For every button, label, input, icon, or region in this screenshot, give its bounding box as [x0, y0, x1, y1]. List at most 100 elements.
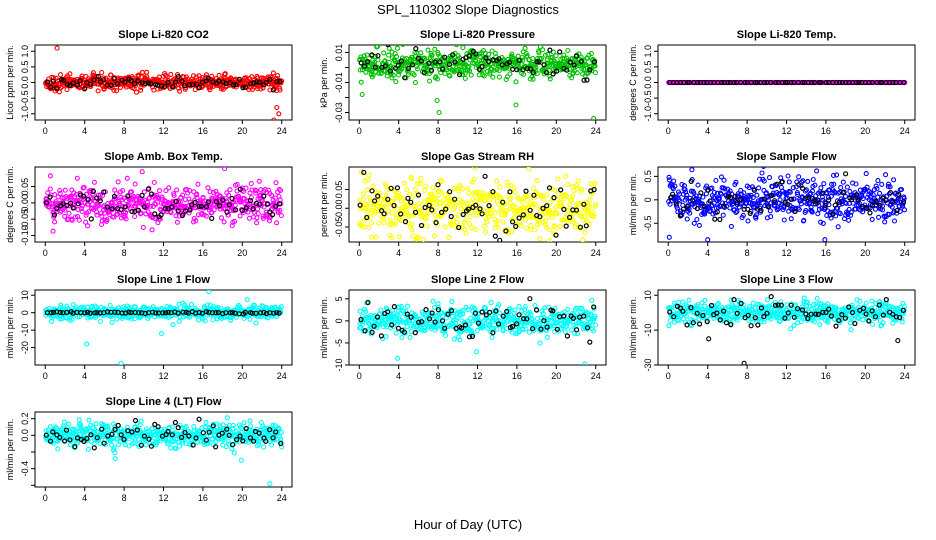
highlight-point — [369, 188, 375, 194]
data-point — [429, 52, 435, 58]
data-point — [358, 169, 364, 175]
data-point — [393, 79, 399, 85]
highlight-point — [541, 62, 547, 68]
highlight-point — [698, 190, 704, 196]
outlier-point — [395, 355, 401, 361]
highlight-point — [497, 237, 503, 242]
data-point — [412, 80, 419, 86]
outlier-point — [84, 341, 90, 347]
highlight-point — [239, 207, 245, 214]
data-point — [467, 221, 473, 227]
data-point — [547, 199, 553, 205]
highlight-point — [158, 83, 164, 89]
highlight-point — [97, 198, 103, 204]
data-point — [246, 198, 252, 204]
data-point — [433, 195, 439, 201]
data-point — [389, 235, 395, 241]
data-point — [176, 213, 182, 219]
data-point — [767, 208, 773, 214]
data-point — [72, 214, 78, 220]
data-point — [891, 177, 897, 183]
highlight-point — [203, 204, 209, 210]
panel-title: Slope Li-820 Pressure — [420, 29, 535, 41]
highlight-point — [374, 314, 381, 320]
y-tick-label: 0.00 — [20, 194, 30, 212]
data-point — [530, 214, 536, 220]
highlight-point — [887, 190, 894, 196]
highlight-point — [145, 186, 151, 192]
highlight-point — [375, 193, 381, 199]
data-point — [740, 212, 746, 218]
x-tick-label: 20 — [860, 248, 870, 258]
data-point — [96, 202, 102, 208]
highlight-point — [261, 193, 267, 199]
data-point — [392, 188, 398, 194]
highlight-point — [520, 316, 527, 322]
highlight-point — [426, 202, 432, 208]
data-point — [522, 45, 528, 51]
data-point — [565, 47, 571, 54]
data-point — [796, 174, 802, 180]
highlight-point — [890, 79, 896, 86]
highlight-point — [547, 47, 553, 53]
data-point — [746, 185, 752, 191]
highlight-point — [426, 316, 433, 322]
data-point — [408, 323, 414, 329]
data-point — [869, 216, 875, 222]
data-point — [144, 199, 150, 205]
highlight-point — [67, 200, 74, 206]
highlight-point — [153, 310, 159, 316]
data-point — [709, 185, 715, 191]
data-point — [90, 70, 96, 76]
data-point — [529, 316, 535, 322]
data-point — [518, 223, 524, 229]
highlight-point — [118, 207, 124, 213]
data-point — [453, 320, 459, 326]
data-point — [278, 304, 284, 310]
data-point — [700, 194, 706, 200]
data-point — [457, 183, 463, 189]
highlight-point — [853, 192, 860, 198]
outlier-point — [513, 102, 519, 108]
x-tick-label: 0 — [357, 126, 362, 136]
data-point — [460, 186, 466, 192]
data-point — [880, 207, 886, 213]
highlight-point — [165, 79, 171, 86]
data-point — [115, 179, 121, 185]
highlight-point — [513, 223, 519, 229]
data-point — [530, 55, 536, 62]
highlight-point — [578, 58, 584, 64]
highlight-point — [263, 79, 269, 86]
x-tick-label: 0 — [43, 126, 48, 136]
data-point — [253, 320, 259, 326]
data-point — [109, 200, 115, 206]
y-tick-label: 0.5 — [20, 61, 30, 74]
data-point — [382, 58, 388, 64]
y-tick-label: 0.05 — [20, 178, 30, 196]
highlight-point — [546, 185, 553, 191]
data-point — [848, 212, 854, 218]
data-point — [436, 305, 442, 311]
highlight-point — [566, 214, 573, 220]
highlight-point — [92, 310, 98, 316]
highlight-point — [122, 79, 128, 85]
data-point — [848, 209, 854, 215]
data-point — [899, 203, 906, 209]
data-point — [390, 72, 396, 78]
highlight-point — [855, 197, 861, 203]
data-point — [418, 50, 424, 56]
highlight-point — [492, 233, 498, 239]
x-tick-label: 12 — [781, 126, 791, 136]
highlight-point — [100, 77, 107, 83]
panel-3: Slope Li-820 Temp.0 4 8 12 16 20 24-1.0-0.50.0… — [628, 29, 916, 136]
data-point — [254, 220, 260, 226]
highlight-point — [175, 73, 181, 80]
x-tick-label: 24 — [900, 371, 910, 381]
highlight-point — [447, 189, 453, 195]
highlight-point — [433, 220, 439, 226]
data-point — [94, 212, 100, 218]
data-point — [840, 179, 846, 185]
data-point — [413, 203, 419, 209]
data-point — [860, 209, 866, 215]
x-tick-label: 16 — [512, 126, 522, 136]
